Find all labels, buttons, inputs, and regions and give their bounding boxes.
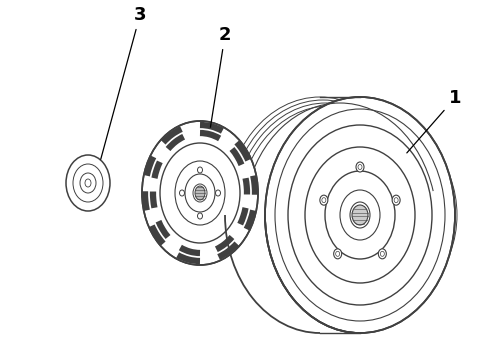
Ellipse shape (195, 186, 205, 200)
Ellipse shape (356, 162, 364, 172)
Ellipse shape (334, 249, 342, 259)
Ellipse shape (265, 97, 455, 333)
Ellipse shape (197, 213, 202, 219)
Ellipse shape (392, 195, 400, 205)
Ellipse shape (66, 155, 110, 211)
Ellipse shape (142, 121, 258, 265)
Text: 1: 1 (407, 89, 461, 153)
Ellipse shape (197, 167, 202, 173)
Ellipse shape (352, 205, 368, 225)
Ellipse shape (179, 190, 185, 196)
Ellipse shape (216, 190, 220, 196)
Text: 2: 2 (210, 26, 231, 127)
Ellipse shape (320, 195, 328, 205)
Text: 3: 3 (101, 6, 146, 159)
Ellipse shape (378, 249, 386, 259)
